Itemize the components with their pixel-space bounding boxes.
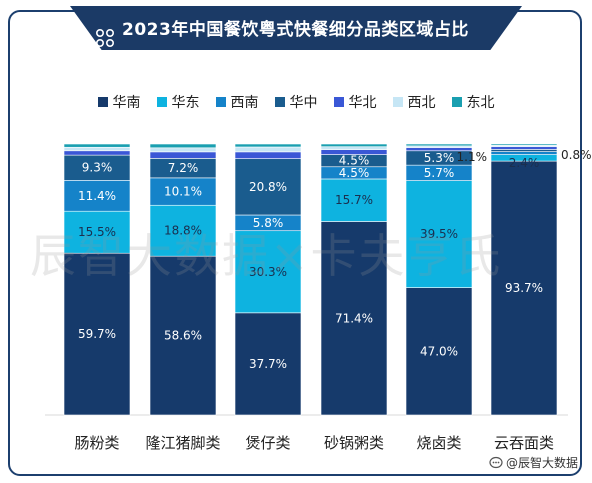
data-label: 39.5% — [420, 227, 458, 241]
data-label: 5.3% — [424, 151, 455, 165]
data-label: 11.4% — [78, 189, 116, 203]
bar-segment — [63, 154, 131, 181]
category-label: 烧卤类 — [416, 434, 461, 452]
bar-segment — [320, 143, 388, 148]
legend-item: 华中 — [274, 92, 318, 112]
legend-item: 华南 — [97, 92, 141, 112]
bar-segment — [405, 143, 473, 147]
legend-label: 西南 — [230, 95, 259, 111]
bar-segment — [320, 146, 388, 150]
legend-item: 华东 — [156, 92, 200, 112]
data-label: 4.5% — [339, 166, 370, 180]
data-label: 93.7% — [505, 281, 543, 295]
grid-icon — [95, 28, 115, 48]
bar-segment — [490, 160, 558, 416]
legend-swatch — [215, 97, 226, 107]
data-label: 18.8% — [164, 224, 202, 238]
legend: 华南 华东 西南 华中 华北 西北 东北 — [0, 92, 592, 112]
chat-bubble-icon — [489, 456, 503, 468]
bar-segment — [149, 147, 217, 153]
bar-segment — [63, 252, 131, 416]
bar-segment — [234, 146, 302, 153]
bar-segment — [149, 177, 217, 206]
legend-swatch — [392, 97, 403, 107]
category-label: 隆江猪脚类 — [145, 434, 220, 452]
bar-segment — [490, 143, 558, 146]
bar-segment — [63, 150, 131, 156]
data-label: 0.8% — [561, 148, 592, 162]
category-label: 煲仔类 — [245, 434, 290, 452]
data-label: 5.7% — [424, 166, 455, 180]
bar-segment — [63, 210, 131, 254]
data-label: 7.2% — [168, 161, 199, 175]
source-text: @辰智大数据 — [505, 456, 578, 470]
legend-label: 东北 — [466, 95, 495, 111]
data-label: 20.8% — [249, 180, 287, 194]
bar-segment — [320, 221, 388, 416]
data-label: 5.8% — [253, 216, 284, 230]
legend-swatch — [97, 97, 108, 107]
title-banner — [70, 6, 522, 50]
legend-item: 东北 — [451, 92, 495, 112]
bar-segment — [490, 149, 558, 152]
bar-segment — [234, 151, 302, 159]
data-label: 58.6% — [164, 329, 202, 343]
legend-item: 西北 — [392, 92, 436, 112]
data-label: 37.7% — [249, 357, 287, 371]
legend-label: 华中 — [289, 95, 318, 111]
bar-segment — [63, 180, 131, 212]
data-label: 15.7% — [335, 193, 373, 207]
legend-item: 华北 — [333, 92, 377, 112]
legend-swatch — [274, 97, 285, 107]
category-label: 云吞面类 — [494, 434, 554, 452]
data-label: 71.4% — [335, 311, 373, 325]
bar-segment — [320, 178, 388, 222]
bar-segment — [63, 143, 131, 148]
source-mark: @辰智大数据 — [489, 454, 578, 471]
category-label: 砂锅粥类 — [324, 434, 384, 452]
data-label: 10.1% — [164, 185, 202, 199]
bar-segment — [149, 151, 217, 159]
data-label: 47.0% — [420, 344, 458, 358]
legend-swatch — [156, 97, 167, 107]
bar-segment — [234, 158, 302, 216]
bar-segment — [234, 143, 302, 148]
bar-segment — [490, 146, 558, 150]
legend-label: 华南 — [112, 95, 141, 111]
bar-segment — [405, 287, 473, 416]
bar-segment — [63, 146, 131, 152]
data-label: 2.4% — [509, 156, 540, 170]
bar-segment — [149, 143, 217, 149]
legend-swatch — [333, 97, 344, 107]
legend-label: 西北 — [407, 95, 436, 111]
data-label: 30.3% — [249, 265, 287, 279]
data-label: 9.3% — [82, 161, 113, 175]
data-label: 4.5% — [339, 154, 370, 168]
category-label: 肠粉类 — [74, 434, 119, 452]
legend-item: 西南 — [215, 92, 259, 112]
data-label: 15.5% — [78, 225, 116, 239]
bar-segment — [490, 151, 558, 155]
bar-segment — [234, 230, 302, 314]
legend-swatch — [451, 97, 462, 107]
chart-title: 2023年中国餐饮粤式快餐细分品类区域占比 — [122, 20, 469, 40]
bar-segment — [149, 204, 217, 257]
legend-label: 华北 — [348, 95, 377, 111]
bar-segment — [234, 312, 302, 416]
legend-label: 华东 — [171, 95, 200, 111]
data-label: 59.7% — [78, 327, 116, 341]
data-label: 1.1% — [457, 150, 488, 164]
